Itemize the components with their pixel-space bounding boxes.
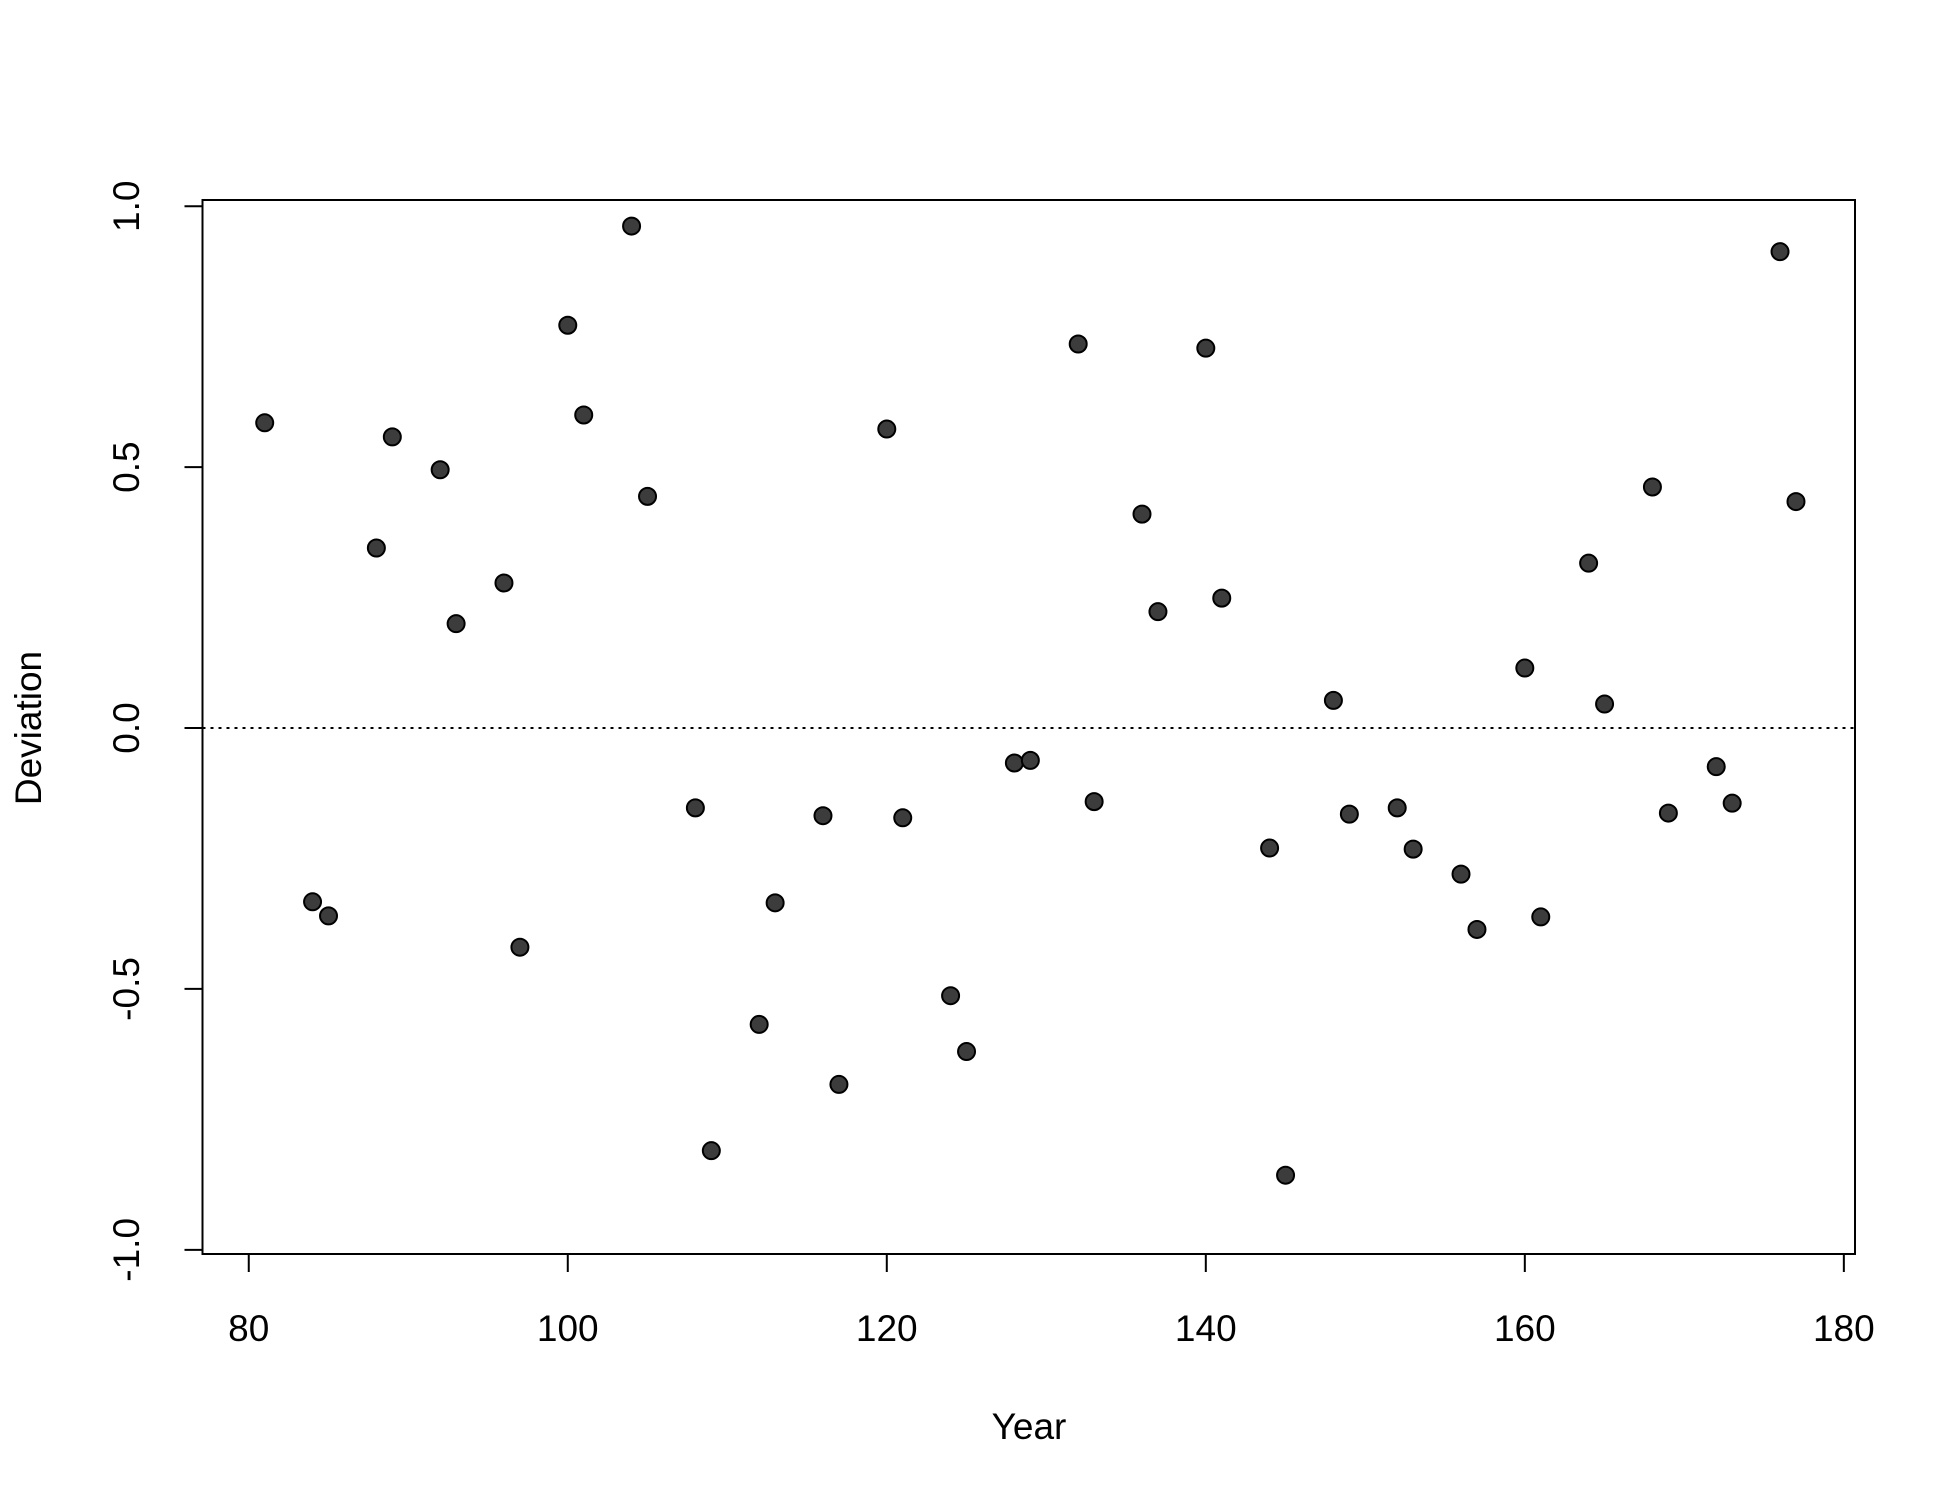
y-tick-label: 0.0 (106, 702, 147, 753)
point (1706, 757, 1726, 777)
x-tick-label: 100 (537, 1308, 599, 1349)
point (1722, 793, 1742, 813)
point (1260, 838, 1280, 858)
point (1451, 864, 1471, 884)
point (877, 419, 897, 439)
point (941, 986, 961, 1006)
point (765, 893, 785, 913)
point (893, 808, 913, 828)
point (957, 1042, 977, 1062)
point (1515, 658, 1535, 678)
x-tick-label: 120 (856, 1308, 918, 1349)
point (1068, 334, 1088, 354)
point (1531, 907, 1551, 927)
point (430, 460, 450, 480)
point (1467, 919, 1487, 939)
point (1212, 588, 1232, 608)
point (303, 892, 323, 912)
point (1020, 750, 1040, 770)
point (1642, 477, 1662, 497)
point (510, 937, 530, 957)
y-axis-label: Deviation (8, 651, 49, 805)
x-tick-label: 140 (1175, 1308, 1237, 1349)
point (1004, 753, 1024, 773)
point (1770, 242, 1790, 262)
x-tick-label: 160 (1494, 1308, 1556, 1349)
y-tick-label: 1.0 (106, 181, 147, 232)
point (319, 906, 339, 926)
point (446, 614, 466, 634)
point (638, 486, 658, 506)
point (1148, 602, 1168, 622)
y-tick-label: -1.0 (106, 1218, 147, 1282)
point (255, 413, 275, 433)
plot-frame (201, 199, 1856, 1255)
point (1084, 792, 1104, 812)
point (366, 538, 386, 558)
x-axis-label: Year (992, 1406, 1067, 1447)
point (622, 216, 642, 236)
point (1387, 798, 1407, 818)
point (685, 798, 705, 818)
point (574, 405, 594, 425)
point (1595, 694, 1615, 714)
point (1579, 553, 1599, 573)
point (1276, 1165, 1296, 1185)
point (829, 1074, 849, 1094)
point (382, 427, 402, 447)
x-tick-label: 80 (228, 1308, 269, 1349)
point (813, 806, 833, 826)
point (1132, 504, 1152, 524)
point (1786, 492, 1806, 512)
point (1323, 690, 1343, 710)
point (494, 573, 514, 593)
x-tick-label: 180 (1813, 1308, 1875, 1349)
y-tick-label: -0.5 (106, 957, 147, 1021)
point (1658, 803, 1678, 823)
point (1196, 338, 1216, 358)
point (749, 1014, 769, 1034)
point (1403, 839, 1423, 859)
point (701, 1141, 721, 1161)
point (558, 315, 578, 335)
y-tick-label: 0.5 (106, 441, 147, 492)
point (1339, 804, 1359, 824)
